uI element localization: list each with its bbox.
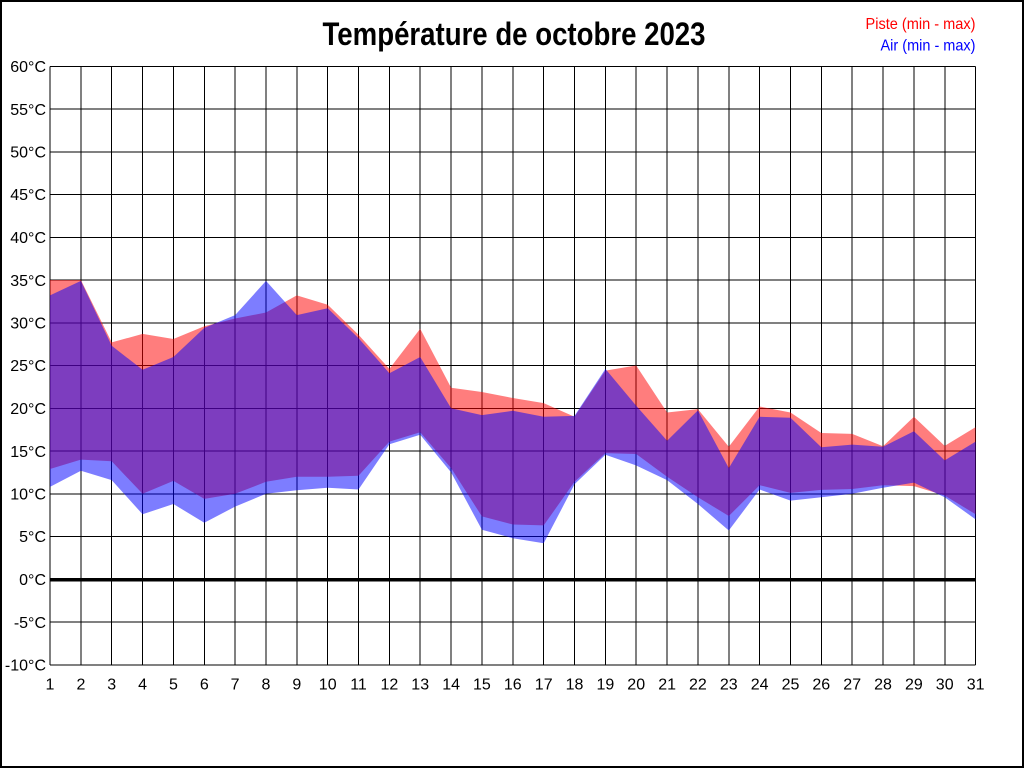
- svg-text:4: 4: [138, 677, 147, 694]
- svg-text:40°C: 40°C: [10, 230, 46, 247]
- svg-text:13: 13: [411, 677, 429, 694]
- svg-text:24: 24: [751, 677, 769, 694]
- svg-text:21: 21: [658, 677, 676, 694]
- svg-text:1: 1: [46, 677, 55, 694]
- svg-text:0°C: 0°C: [19, 572, 46, 589]
- svg-text:7: 7: [231, 677, 240, 694]
- svg-text:17: 17: [535, 677, 553, 694]
- svg-text:3: 3: [107, 677, 116, 694]
- svg-text:-5°C: -5°C: [14, 615, 46, 632]
- svg-text:60°C: 60°C: [10, 59, 46, 76]
- svg-text:27: 27: [843, 677, 861, 694]
- svg-text:8: 8: [262, 677, 271, 694]
- svg-text:20: 20: [627, 677, 645, 694]
- svg-text:23: 23: [720, 677, 738, 694]
- svg-text:10°C: 10°C: [10, 487, 46, 504]
- svg-text:14: 14: [442, 677, 460, 694]
- svg-text:28: 28: [874, 677, 892, 694]
- svg-text:25: 25: [782, 677, 800, 694]
- svg-text:30°C: 30°C: [10, 316, 46, 333]
- svg-text:45°C: 45°C: [10, 187, 46, 204]
- svg-text:29: 29: [905, 677, 923, 694]
- svg-text:12: 12: [381, 677, 399, 694]
- svg-text:31: 31: [967, 677, 985, 694]
- svg-text:26: 26: [812, 677, 830, 694]
- svg-text:9: 9: [292, 677, 301, 694]
- svg-text:15: 15: [473, 677, 491, 694]
- svg-text:25°C: 25°C: [10, 358, 46, 375]
- svg-text:-10°C: -10°C: [5, 658, 46, 675]
- svg-text:50°C: 50°C: [10, 145, 46, 162]
- svg-text:Piste (min - max): Piste (min - max): [866, 16, 976, 33]
- svg-text:22: 22: [689, 677, 707, 694]
- svg-text:15°C: 15°C: [10, 444, 46, 461]
- svg-text:35°C: 35°C: [10, 273, 46, 290]
- svg-text:6: 6: [200, 677, 209, 694]
- svg-text:18: 18: [566, 677, 584, 694]
- svg-text:16: 16: [504, 677, 522, 694]
- svg-text:Température de octobre 2023: Température de octobre 2023: [323, 16, 706, 52]
- svg-text:30: 30: [936, 677, 954, 694]
- svg-text:55°C: 55°C: [10, 102, 46, 119]
- svg-text:5°C: 5°C: [19, 529, 46, 546]
- svg-text:2: 2: [76, 677, 85, 694]
- svg-text:10: 10: [319, 677, 337, 694]
- svg-text:Air (min - max): Air (min - max): [881, 38, 976, 55]
- svg-text:20°C: 20°C: [10, 401, 46, 418]
- svg-text:5: 5: [169, 677, 178, 694]
- svg-text:11: 11: [350, 677, 367, 694]
- svg-text:19: 19: [597, 677, 615, 694]
